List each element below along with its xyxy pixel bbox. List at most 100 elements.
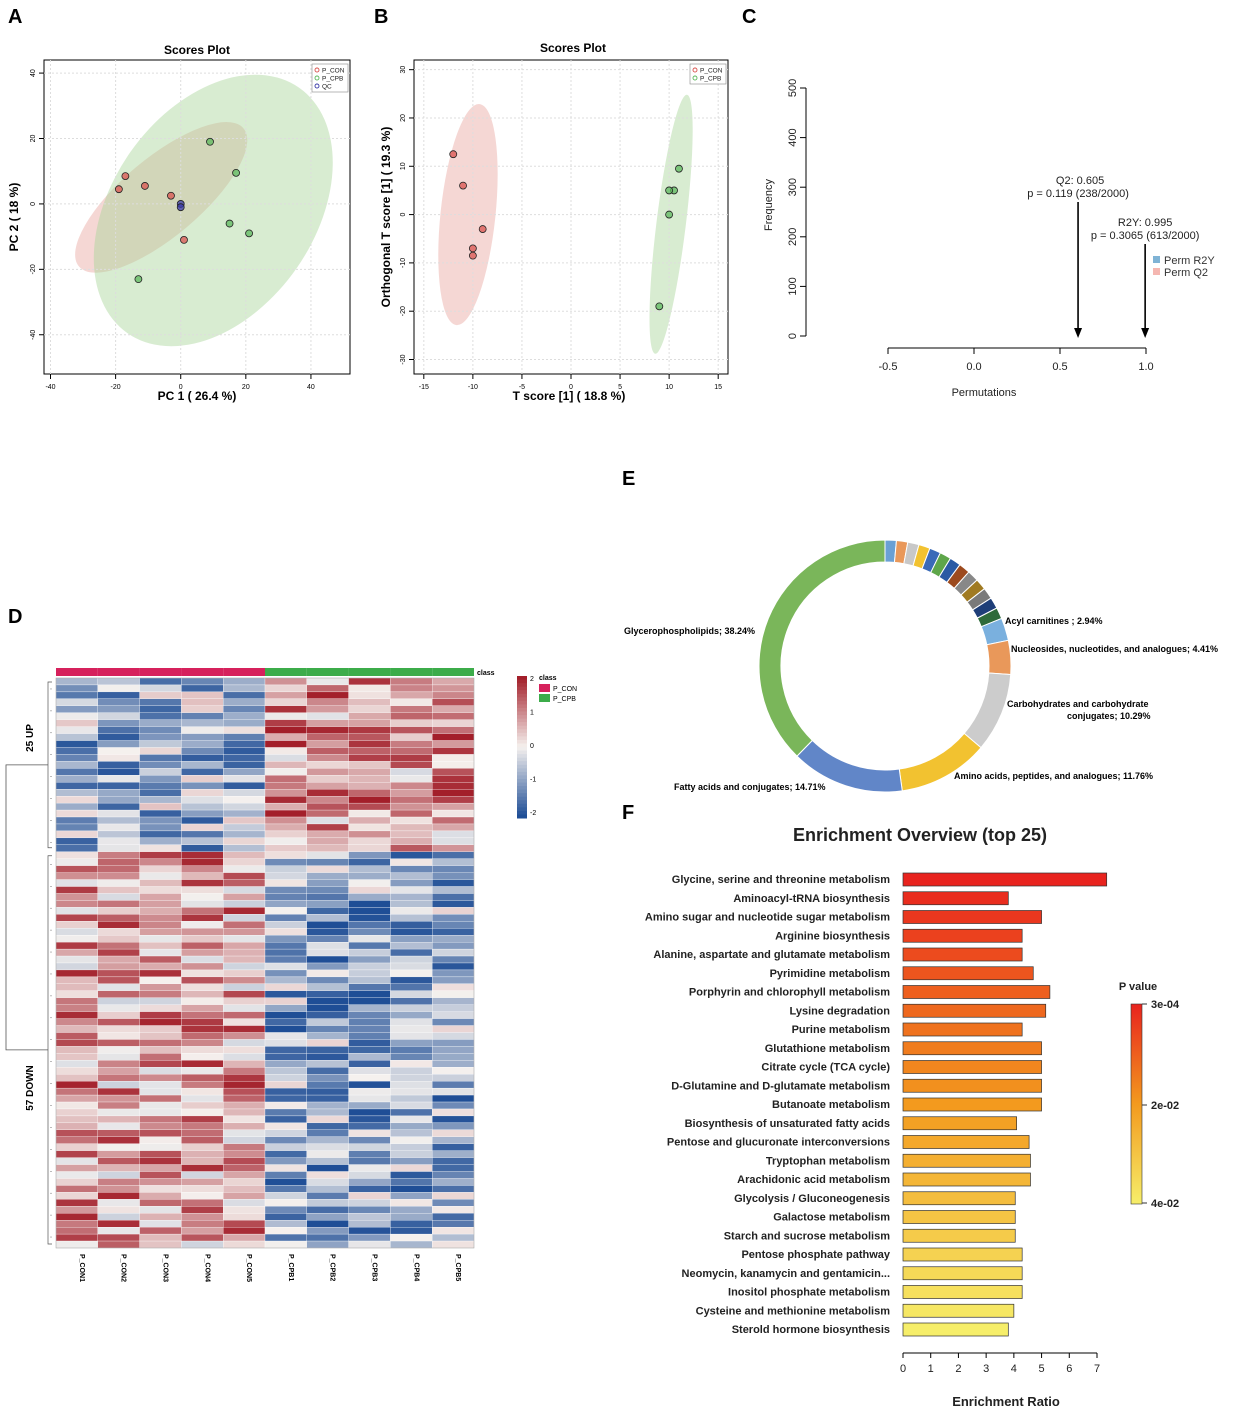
heatmap-cell bbox=[97, 830, 140, 839]
heatmap-cell bbox=[264, 789, 307, 797]
heatmap-cell bbox=[55, 761, 98, 769]
heatmap-cell bbox=[97, 1233, 140, 1242]
heatmap-cell bbox=[264, 1074, 307, 1082]
heatmap-cell bbox=[181, 1004, 224, 1012]
heatmap-cell bbox=[181, 1185, 224, 1193]
heatmap-cell bbox=[97, 1053, 140, 1061]
heatmap-cell bbox=[390, 935, 433, 943]
heatmap-cell bbox=[264, 1115, 307, 1124]
slice-label-cont: conjugates; 10.29% bbox=[1067, 711, 1151, 721]
heatmap-cell bbox=[306, 893, 349, 901]
heatmap-frame bbox=[55, 677, 475, 1249]
y-tick-label: 500 bbox=[787, 79, 799, 97]
legend-marker bbox=[314, 83, 320, 89]
heatmap-cell bbox=[264, 830, 307, 839]
heatmap-cell bbox=[223, 1143, 266, 1151]
heatmap-cell bbox=[139, 719, 182, 727]
heatmap-cell bbox=[181, 955, 224, 964]
legend-scale-step bbox=[517, 693, 527, 698]
heatmap-cell bbox=[264, 809, 307, 818]
heatmap-cell bbox=[306, 1025, 349, 1033]
heatmap-cell bbox=[223, 747, 266, 755]
heatmap-cell bbox=[55, 733, 98, 741]
heatmap-cell bbox=[223, 1039, 266, 1047]
heatmap-cell bbox=[306, 677, 349, 686]
heatmap-cell bbox=[97, 1060, 140, 1068]
heatmap-cell bbox=[432, 782, 475, 790]
heatmap-cell bbox=[223, 1053, 266, 1061]
heatmap-cell bbox=[432, 719, 475, 727]
heatmap-cell bbox=[55, 865, 98, 873]
chart-c-ylabel: Frequency bbox=[763, 179, 775, 231]
heatmap-cell bbox=[139, 816, 182, 825]
heatmap-cell bbox=[348, 1101, 391, 1110]
y-tick-label: 300 bbox=[787, 178, 799, 196]
heatmap-cell bbox=[306, 900, 349, 908]
heatmap-cell bbox=[432, 1185, 475, 1193]
heatmap-cell bbox=[348, 1087, 391, 1096]
point-p-cpb bbox=[665, 186, 674, 195]
heatmap-cell bbox=[390, 921, 433, 929]
heatmap-cell bbox=[97, 1025, 140, 1033]
heatmap-cell bbox=[223, 740, 266, 748]
chart-a-ylabel: PC 2 ( 18 %) bbox=[7, 183, 21, 252]
heatmap-cell bbox=[223, 969, 266, 978]
point-p-cpb bbox=[206, 137, 214, 146]
heatmap-cell bbox=[97, 1178, 140, 1186]
heatmap-cell bbox=[348, 1053, 391, 1061]
heatmap-cell bbox=[55, 782, 98, 790]
heatmap-cell bbox=[223, 1018, 266, 1026]
heatmap-cell bbox=[55, 941, 98, 950]
heatmap-cell bbox=[55, 1199, 98, 1207]
heatmap-cell bbox=[306, 1032, 349, 1040]
heatmap-cell bbox=[139, 1074, 182, 1082]
heatmap-cell bbox=[139, 1101, 182, 1110]
heatmap-cell bbox=[264, 955, 307, 964]
heatmap-cell bbox=[181, 1220, 224, 1228]
heatmap-cell bbox=[264, 712, 307, 720]
heatmap-cell bbox=[139, 1150, 182, 1158]
heatmap-cell bbox=[139, 1004, 182, 1012]
heatmap-cell bbox=[306, 1150, 349, 1158]
heatmap-cell bbox=[97, 1094, 140, 1103]
category-label: Citrate cycle (TCA cycle) bbox=[761, 1062, 890, 1074]
heatmap-cell bbox=[264, 879, 307, 887]
heatmap-cell bbox=[139, 802, 182, 811]
slice-label: Amino acids, peptides, and analogues; 11… bbox=[954, 771, 1153, 781]
heatmap-cell bbox=[181, 1074, 224, 1082]
heatmap-cell bbox=[348, 1004, 391, 1012]
legend-scale-step bbox=[517, 686, 527, 691]
heatmap-cell bbox=[97, 844, 140, 852]
heatmap-cell bbox=[390, 677, 433, 686]
enrichment-bar bbox=[902, 1003, 1047, 1018]
point-p-con bbox=[478, 225, 487, 233]
heatmap-cell bbox=[181, 1143, 224, 1151]
heatmap-cell bbox=[390, 914, 433, 922]
heatmap-cell bbox=[181, 851, 224, 859]
heatmap-cell bbox=[264, 948, 307, 957]
heatmap-cell bbox=[306, 858, 349, 866]
heatmap-cell bbox=[432, 907, 475, 915]
heatmap-cell bbox=[390, 1011, 433, 1019]
heatmap-cell bbox=[97, 1150, 140, 1158]
heatmap-cell bbox=[264, 1094, 307, 1103]
heatmap-cell bbox=[139, 1220, 182, 1228]
heatmap-cell bbox=[390, 983, 433, 991]
heatmap-cell bbox=[348, 775, 391, 783]
heatmap-cell bbox=[223, 733, 266, 741]
heatmap-cell bbox=[348, 921, 391, 929]
heatmap-cell bbox=[223, 782, 266, 790]
heatmap-cell bbox=[390, 1060, 433, 1068]
heatmap-cell bbox=[223, 872, 266, 880]
legend-scale-step bbox=[517, 810, 527, 815]
category-label: Pentose and glucuronate interconversions bbox=[667, 1137, 890, 1149]
heatmap-cell bbox=[139, 726, 182, 734]
heatmap-cell bbox=[306, 712, 349, 720]
heatmap-cell bbox=[264, 684, 307, 693]
heatmap-cell bbox=[55, 823, 98, 832]
heatmap-cell bbox=[390, 1157, 433, 1165]
heatmap-cell bbox=[55, 1206, 98, 1214]
heatmap-cell bbox=[223, 1087, 266, 1096]
heatmap-cell bbox=[264, 1185, 307, 1193]
heatmap-cell bbox=[223, 677, 266, 686]
